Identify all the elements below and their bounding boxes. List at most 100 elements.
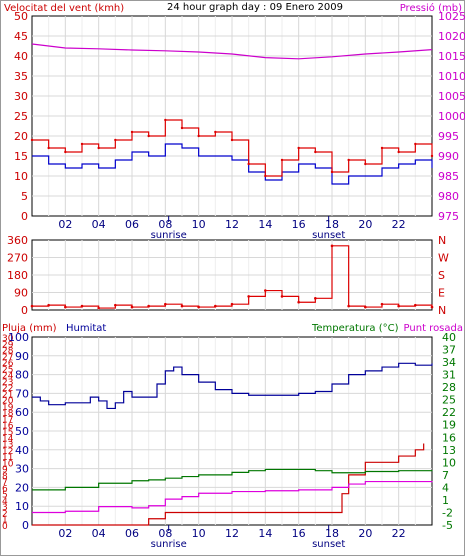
wind-gust-point bbox=[30, 138, 34, 142]
wind-direction-point bbox=[197, 305, 200, 309]
temperature-tick-label: 34 bbox=[442, 356, 456, 369]
wind-direction-point bbox=[230, 302, 234, 306]
rain-tick-label: 4 bbox=[2, 497, 8, 507]
pressure-tick-label: 1010 bbox=[438, 70, 465, 83]
temperature-tick-label: 19 bbox=[442, 419, 456, 432]
pressure-tick-label: 980 bbox=[438, 190, 459, 203]
sunrise-label: sunrise bbox=[151, 230, 187, 241]
pressure-line bbox=[31, 43, 433, 60]
wind-gust-point bbox=[364, 162, 367, 166]
wind-direction-point bbox=[414, 303, 417, 307]
humidity-axis-label: Humitat bbox=[66, 323, 106, 334]
rain-tick-label: 24 bbox=[2, 372, 14, 382]
direction-compass-label: W bbox=[438, 252, 449, 265]
hour-tick-label: 16 bbox=[292, 218, 306, 231]
rain-tick-label: 28 bbox=[2, 347, 14, 357]
pressure-tick-label: 990 bbox=[438, 150, 459, 163]
temperature-tick-label: 31 bbox=[442, 369, 456, 382]
rain-humidity-temperature-panel: Pluja (mm) Humitat Temperatura (°C) Punt… bbox=[2, 323, 463, 550]
temperature-tick-label: 13 bbox=[442, 444, 456, 457]
wind-gust-point bbox=[430, 154, 434, 158]
pressure-tick-label: 1000 bbox=[438, 110, 465, 123]
wind-direction-point bbox=[180, 304, 184, 308]
wind-direction-point bbox=[347, 304, 350, 308]
wind-direction-point bbox=[364, 305, 367, 309]
pressure-tick-label: 1005 bbox=[438, 90, 465, 103]
temperature-tick-label: 28 bbox=[442, 381, 456, 394]
rain-tick-labels: 0123456789101112131415161718192021222324… bbox=[2, 334, 14, 532]
rain-tick-label: 17 bbox=[2, 415, 13, 425]
wind-gust-point bbox=[180, 126, 184, 130]
chart-title: 24 hour graph day : 09 Enero 2009 bbox=[167, 2, 343, 13]
dewpoint-line bbox=[32, 480, 433, 514]
rain-tick-label: 15 bbox=[2, 428, 13, 438]
temperature-tick-label: 40 bbox=[442, 331, 456, 344]
direction-degree-label: 180 bbox=[7, 269, 28, 282]
rain-tick-label: 16 bbox=[2, 422, 14, 432]
humidity-tick-label: 30 bbox=[15, 463, 29, 476]
humidity-tick-label: 80 bbox=[15, 369, 29, 382]
wind-speed-tick-label: 50 bbox=[14, 10, 28, 23]
direction-degree-labels: 0 90 180 270 360 bbox=[7, 234, 28, 317]
wind-speed-tick-label: 15 bbox=[14, 150, 28, 163]
sunset-label: sunset bbox=[312, 539, 345, 550]
rain-tick-label: 19 bbox=[2, 403, 14, 413]
rain-axis-label: Pluja (mm) bbox=[2, 323, 57, 334]
panel1-hour-labels: 02 04 06 08 10 12 14 16 18 20 22 bbox=[58, 218, 405, 231]
wind-direction-point bbox=[47, 303, 50, 307]
temperature-tick-label: -2 bbox=[442, 506, 453, 519]
wind-gust-point bbox=[214, 130, 217, 134]
rain-tick-label: 5 bbox=[2, 491, 8, 501]
wind-speed-tick-label: 40 bbox=[14, 50, 28, 63]
panel2-grid bbox=[32, 240, 432, 310]
wind-speed-tick-label: 0 bbox=[21, 210, 28, 223]
rain-tick-label: 3 bbox=[2, 503, 8, 513]
wind-gust-point bbox=[280, 158, 284, 162]
rain-tick-label: 26 bbox=[2, 359, 14, 369]
wind-gust-point bbox=[114, 138, 117, 142]
humidity-tick-label: 50 bbox=[15, 425, 29, 438]
hour-tick-label: 06 bbox=[125, 218, 139, 231]
panel2-series bbox=[30, 244, 434, 310]
wind-gust-point bbox=[247, 162, 250, 166]
pressure-tick-labels: 975 980 985 990 995 1000 1005 1010 1015 1020 1025 bbox=[438, 10, 465, 223]
humidity-tick-label: 90 bbox=[15, 350, 29, 363]
wind-direction-point bbox=[380, 302, 384, 306]
wind-direction-point bbox=[114, 303, 117, 307]
wind-direction-point bbox=[314, 297, 317, 300]
temperature-tick-label: 4 bbox=[442, 481, 449, 494]
wind-gust-point bbox=[164, 118, 167, 122]
hour-tick-label: 12 bbox=[225, 218, 239, 231]
hour-tick-label: 06 bbox=[125, 527, 139, 540]
wind-speed-tick-label: 5 bbox=[21, 190, 28, 203]
wind-direction-point bbox=[264, 289, 267, 292]
direction-compass-label: E bbox=[438, 287, 445, 300]
wind-gust-point bbox=[130, 130, 134, 134]
rain-line bbox=[32, 443, 425, 526]
wind-direction-point bbox=[214, 304, 217, 308]
wind-pressure-panel: Velocitat del vent (kmh) 24 hour graph d… bbox=[4, 2, 465, 241]
rain-tick-label: 2 bbox=[2, 509, 8, 519]
wind-speed-axis-label: Velocitat del vent (kmh) bbox=[4, 3, 124, 14]
humidity-tick-label: 40 bbox=[15, 444, 29, 457]
direction-compass-label: S bbox=[438, 269, 445, 282]
hour-tick-label: 02 bbox=[58, 218, 72, 231]
humidity-line bbox=[32, 362, 433, 410]
wind-direction-point bbox=[280, 295, 284, 298]
rain-tick-label: 23 bbox=[2, 378, 13, 388]
rain-tick-label: 25 bbox=[2, 365, 13, 375]
wind-gust-point bbox=[80, 142, 84, 146]
rain-tick-label: 8 bbox=[2, 472, 8, 482]
pressure-axis-label: Pressió (mb) bbox=[400, 2, 462, 14]
pressure-tick-label: 1015 bbox=[438, 50, 465, 63]
wind-gust-point bbox=[414, 142, 417, 146]
pressure-tick-label: 1020 bbox=[438, 30, 465, 43]
hour-tick-label: 20 bbox=[358, 218, 372, 231]
wind-direction-point bbox=[397, 304, 400, 308]
wind-speed-tick-label: 25 bbox=[14, 110, 28, 123]
direction-degree-label: 270 bbox=[7, 252, 28, 265]
wind-gust-point bbox=[380, 146, 384, 150]
temperature-tick-label: 7 bbox=[442, 469, 449, 482]
